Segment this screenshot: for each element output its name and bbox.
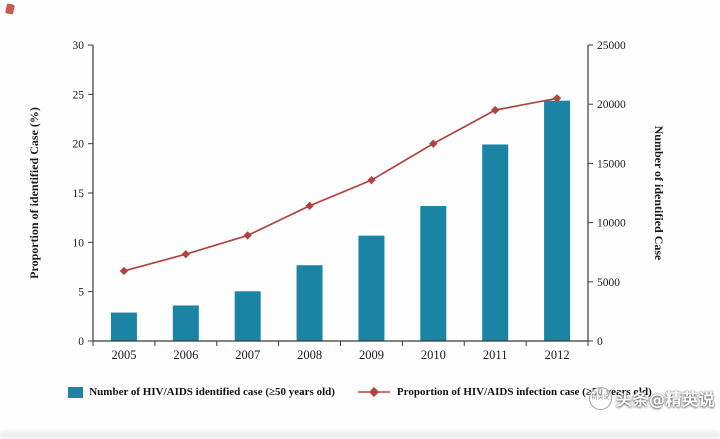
right-tick-label: 10000 <box>597 218 626 230</box>
left-tick-label: 30 <box>73 40 85 52</box>
x-label-2009: 2009 <box>359 348 384 362</box>
line-marker-2005 <box>119 266 129 276</box>
line-series-label: Proportion of HIV/AIDS infection case (≥… <box>396 386 652 398</box>
x-label-2007: 2007 <box>235 348 260 362</box>
proportion-line <box>123 97 558 272</box>
line-marker-2009 <box>367 175 376 185</box>
right-tick-label: 5000 <box>597 277 620 289</box>
bar-2010 <box>420 206 447 341</box>
x-label-2006: 2006 <box>173 348 198 362</box>
line-marker-2006 <box>181 249 191 259</box>
left-tick-label: 10 <box>73 237 85 249</box>
line-marker-2012 <box>552 94 562 103</box>
left-tick-label: 15 <box>73 188 85 200</box>
left-tick-label: 5 <box>78 287 84 299</box>
right-tick-label: 20000 <box>597 99 626 111</box>
line-marker-2011 <box>490 105 500 115</box>
bar-2012 <box>544 100 571 341</box>
legend: Number of HIV/AIDS identified case (≥50 … <box>0 386 720 398</box>
legend-item-bars: Number of HIV/AIDS identified case (≥50 … <box>68 386 335 398</box>
x-label-2012: 2012 <box>545 348 570 362</box>
right-tick-label: 15000 <box>597 158 626 170</box>
x-label-2005: 2005 <box>111 348 136 362</box>
bottom-smudge <box>0 431 720 439</box>
bar-2006 <box>172 305 199 341</box>
line-marker-2010 <box>429 139 438 148</box>
bar-2005 <box>110 312 137 341</box>
bar-2007 <box>234 291 261 341</box>
x-label-2011: 2011 <box>483 348 508 362</box>
bar-2008 <box>296 265 323 341</box>
left-axis-title: Proportion of identified Case (%) <box>27 107 41 279</box>
x-label-2010: 2010 <box>421 348 446 362</box>
left-tick-label: 0 <box>78 336 84 348</box>
line-marker-2008 <box>305 201 314 211</box>
x-label-2008: 2008 <box>297 348 322 362</box>
line-marker-2007 <box>243 231 252 240</box>
bar-2009 <box>358 235 385 341</box>
right-tick-label: 0 <box>597 336 603 348</box>
right-axis-title: Number of identified Case <box>652 126 666 261</box>
line-series-swatch <box>357 387 390 397</box>
legend-item-line: Proportion of HIV/AIDS infection case (≥… <box>357 386 652 398</box>
bar-series-label: Number of HIV/AIDS identified case (≥50 … <box>89 386 335 398</box>
bar-series-swatch <box>68 386 84 398</box>
left-tick-label: 25 <box>73 89 85 101</box>
right-tick-label: 25000 <box>597 40 626 52</box>
bar-2011 <box>482 144 509 341</box>
left-tick-label: 20 <box>73 139 85 151</box>
